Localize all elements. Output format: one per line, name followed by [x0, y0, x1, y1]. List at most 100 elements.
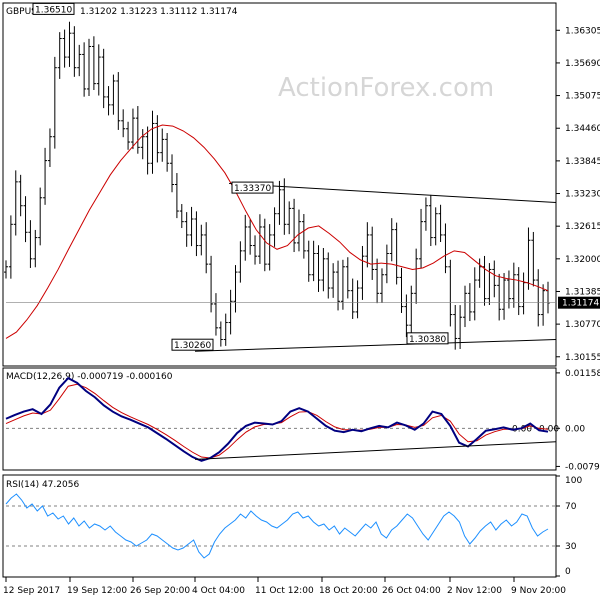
- price-bar: [472, 267, 477, 321]
- price-bar: [204, 222, 209, 274]
- macd-line: [5, 376, 549, 462]
- price-bar: [18, 174, 23, 217]
- macd-panel-frame: [2, 367, 557, 471]
- price-bar: [331, 263, 336, 298]
- current-price-label: 1.31174: [562, 299, 599, 309]
- macd-panel: MACD(12,26,9) -0.000719 -0.000160 0.0115…: [2, 367, 600, 472]
- price-annotation-label: 1.30260: [174, 341, 211, 351]
- price-bar: [145, 126, 150, 175]
- rsi-axis-label: 70: [565, 502, 577, 512]
- price-bar: [277, 180, 282, 225]
- price-bar: [87, 38, 92, 97]
- price-bar: [301, 214, 306, 259]
- price-bar: [8, 215, 13, 279]
- current-price-marker: 1.31174: [6, 296, 600, 309]
- price-bar: [355, 280, 360, 319]
- price-axis-label: 1.30155: [565, 353, 600, 363]
- price-bar: [370, 226, 375, 280]
- rsi-axis: 100 70 30 0: [6, 475, 582, 577]
- rsi-panel-frame: [2, 474, 557, 578]
- price-bar: [438, 204, 443, 242]
- price-candles: [4, 21, 550, 350]
- macd-axis: 0.011588 0.00 -0.007961 0.00 0.00: [6, 369, 600, 472]
- price-bar: [296, 209, 301, 252]
- price-axis-label: 1.31385: [565, 287, 600, 297]
- price-bar: [52, 56, 57, 149]
- price-bar: [106, 86, 111, 116]
- price-panel: GBPUSD,H4 1.31202 1.31223 1.31112 1.3117…: [2, 2, 600, 367]
- price-bar: [179, 204, 184, 229]
- price-bar: [360, 245, 365, 300]
- price-bar: [443, 223, 448, 274]
- price-trendline: [194, 339, 557, 352]
- price-annotation-box: [32, 2, 75, 15]
- price-bar: [228, 289, 233, 335]
- price-bar: [375, 258, 380, 304]
- time-axis-label: 2 Nov 12:00: [447, 586, 502, 596]
- price-bar: [165, 133, 170, 172]
- price-axis: 1.36305 1.35690 1.35075 1.34460 1.33845 1.332…: [556, 26, 600, 363]
- price-bar: [223, 313, 228, 346]
- price-annotation: 1.30260: [171, 338, 214, 351]
- time-axis-label: 18 Oct 20:00: [319, 586, 378, 596]
- price-bar: [423, 197, 428, 231]
- price-bar: [257, 214, 262, 264]
- price-annotation-label: 1.33370: [234, 184, 271, 194]
- price-bar: [340, 259, 345, 310]
- price-bar: [38, 187, 43, 246]
- price-bar: [96, 44, 101, 96]
- price-panel-frame: [2, 2, 557, 367]
- rsi-axis-label: 30: [565, 542, 577, 552]
- price-bar: [506, 270, 511, 309]
- price-bar: [536, 269, 541, 327]
- price-bar: [213, 293, 218, 336]
- price-bar: [311, 240, 316, 282]
- price-bar: [419, 208, 424, 269]
- price-trendline: [228, 182, 557, 204]
- price-bar: [497, 273, 502, 321]
- price-bar: [101, 48, 106, 109]
- price-bar: [13, 170, 18, 236]
- price-bar: [170, 154, 175, 193]
- rsi-panel-title: RSI(14) 47.2056: [6, 480, 79, 490]
- price-bar: [111, 74, 116, 115]
- price-bar: [321, 247, 326, 292]
- price-bar: [218, 321, 223, 347]
- price-bar: [477, 258, 482, 288]
- time-axis-label: 11 Oct 12:00: [255, 586, 314, 596]
- price-bar: [487, 263, 492, 306]
- macd-axis-label: -0.007961: [565, 462, 600, 472]
- time-axis-label: 19 Sep 12:00: [67, 586, 127, 596]
- price-annotation: 1.33370: [231, 181, 274, 194]
- price-bar: [492, 260, 497, 298]
- price-bar: [448, 259, 453, 327]
- price-bar: [199, 224, 204, 256]
- macd-trendline: [194, 441, 557, 460]
- price-bar: [292, 198, 297, 253]
- time-axis-label: 4 Oct 04:00: [192, 586, 245, 596]
- price-axis-label: 1.33230: [565, 190, 600, 200]
- price-bar: [238, 241, 243, 283]
- price-bar: [326, 252, 331, 299]
- price-bar: [47, 128, 52, 167]
- macd-axis-label: 0.00: [565, 424, 585, 434]
- price-bar: [546, 281, 550, 314]
- macd-current-label: 0.00: [512, 424, 532, 434]
- price-bar: [414, 248, 419, 304]
- time-axis-label: 9 Nov 20:00: [511, 586, 566, 596]
- macd-current-label: 0.00: [539, 424, 559, 434]
- price-bar: [91, 36, 96, 91]
- moving-average-path: [5, 124, 549, 339]
- price-bar: [77, 44, 82, 77]
- price-bar: [248, 219, 253, 255]
- price-annotation-box: [231, 181, 274, 194]
- price-bar: [287, 201, 292, 235]
- price-bar: [28, 220, 33, 268]
- price-bar: [336, 260, 341, 311]
- price-bar: [316, 245, 321, 292]
- price-axis-label: 1.32000: [565, 255, 600, 265]
- price-bar: [233, 265, 238, 313]
- price-bar: [174, 173, 179, 219]
